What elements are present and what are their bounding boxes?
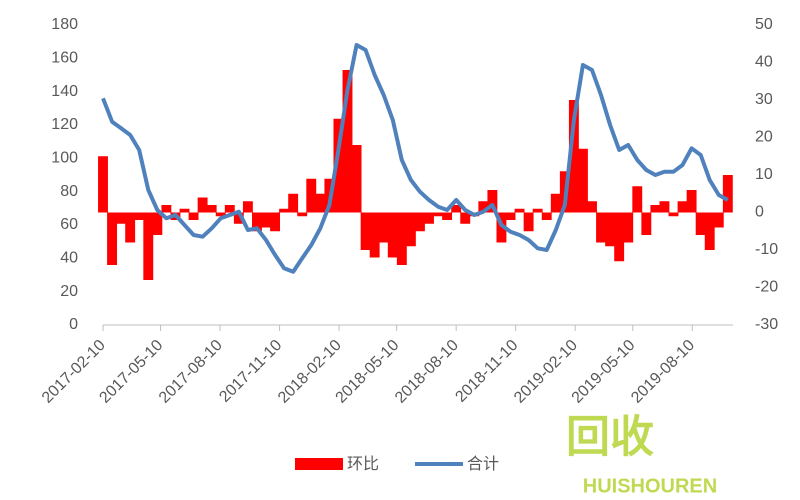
- y2-tick-label: 20: [755, 129, 773, 146]
- legend-label: 环比: [347, 455, 379, 473]
- bar: [306, 178, 317, 213]
- y2-tick-label: -10: [755, 241, 778, 258]
- bar: [188, 212, 199, 220]
- bar: [596, 212, 606, 243]
- y-tick-label: 80: [60, 183, 78, 200]
- bar: [442, 212, 453, 220]
- bar: [650, 205, 661, 213]
- bar: [722, 175, 733, 213]
- x-tick-label: 2019-08-10: [628, 337, 698, 407]
- bar: [179, 208, 190, 213]
- bar: [659, 201, 670, 213]
- bar: [360, 212, 371, 250]
- y2-tick-label: 30: [755, 91, 773, 108]
- bar: [261, 212, 271, 228]
- bar: [550, 193, 561, 213]
- y2-tick-label: 10: [755, 166, 773, 183]
- bar: [251, 212, 262, 232]
- bar: [505, 212, 516, 220]
- bar: [297, 212, 308, 217]
- x-tick-label: 2017-08-10: [156, 337, 226, 407]
- bar: [587, 201, 597, 213]
- bar: [197, 197, 208, 213]
- bar: [433, 212, 444, 217]
- y2-tick-label: -30: [755, 316, 778, 333]
- y-tick-label: 100: [51, 150, 78, 167]
- x-tick-label: 2018-08-10: [392, 337, 462, 407]
- bar: [116, 212, 127, 224]
- y-tick-label: 160: [51, 50, 78, 67]
- bar: [695, 212, 706, 235]
- y-tick-label: 140: [51, 83, 78, 100]
- y-tick-label: 20: [60, 283, 78, 300]
- y2-tick-label: 50: [755, 16, 773, 33]
- bar: [605, 212, 616, 247]
- bar: [414, 212, 425, 232]
- bar: [478, 201, 489, 213]
- bar: [206, 205, 217, 213]
- bar: [405, 212, 416, 247]
- bar: [134, 212, 145, 220]
- bar: [424, 212, 434, 224]
- bar: [333, 118, 344, 213]
- bar: [215, 212, 226, 217]
- watermark: 回收: [566, 413, 654, 462]
- bar: [387, 212, 398, 258]
- y-tick-label: 40: [60, 250, 78, 267]
- bar: [641, 212, 652, 235]
- bar: [451, 205, 462, 213]
- bar: [342, 70, 353, 213]
- bar: [704, 212, 715, 250]
- bar: [632, 186, 643, 213]
- bar: [270, 212, 281, 232]
- bar: [107, 212, 118, 265]
- bar: [396, 212, 407, 265]
- bar: [242, 201, 253, 213]
- y2-tick-label: -20: [755, 279, 778, 296]
- y-tick-label: 180: [51, 16, 78, 33]
- bar: [233, 212, 244, 224]
- bar: [152, 212, 163, 235]
- bar: [125, 212, 136, 243]
- bar: [487, 190, 498, 213]
- y2-tick-label: 0: [755, 204, 764, 221]
- bar: [161, 205, 172, 213]
- bar: [568, 100, 579, 213]
- watermark-subtext: HUISHOUREN: [583, 475, 717, 497]
- legend-swatch: [295, 458, 343, 470]
- bar: [623, 212, 634, 243]
- bar: [351, 145, 362, 213]
- bar: [686, 190, 697, 213]
- bar: [98, 156, 108, 213]
- bar: [369, 212, 380, 258]
- bar: [532, 208, 543, 213]
- bar: [514, 208, 525, 213]
- legend-label: 合计: [467, 455, 499, 473]
- bar: [713, 212, 724, 228]
- bar: [378, 212, 389, 243]
- bar: [460, 212, 471, 224]
- bar: [315, 193, 326, 213]
- bar: [288, 193, 299, 213]
- bar: [577, 148, 588, 213]
- bar: [677, 201, 688, 213]
- y2-tick-label: 40: [755, 54, 773, 71]
- y-tick-label: 120: [51, 116, 78, 133]
- bar: [279, 208, 290, 213]
- y-tick-label: 60: [60, 216, 78, 233]
- bar: [143, 212, 154, 280]
- bar: [614, 212, 625, 262]
- bar: [523, 212, 534, 232]
- bar: [668, 212, 679, 217]
- bar: [541, 212, 552, 220]
- y-tick-label: 0: [69, 316, 78, 333]
- line: [101, 43, 729, 274]
- bar: [224, 205, 235, 213]
